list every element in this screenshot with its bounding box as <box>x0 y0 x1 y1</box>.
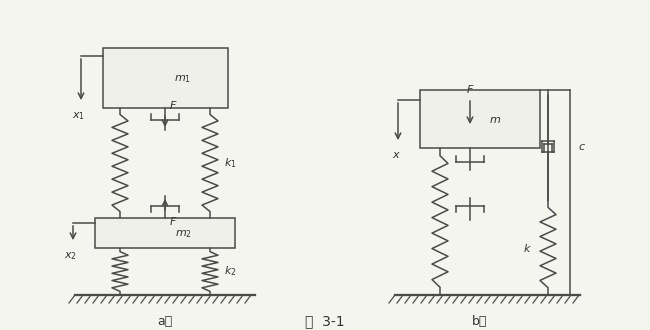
Text: 图  3-1: 图 3-1 <box>306 314 345 328</box>
Text: $k_1$: $k_1$ <box>224 156 237 170</box>
Text: $m_1$: $m_1$ <box>174 73 192 85</box>
Text: $x_2$: $x_2$ <box>64 250 77 262</box>
Text: $k$: $k$ <box>523 242 532 253</box>
Text: $m$: $m$ <box>489 115 501 125</box>
Text: $x$: $x$ <box>391 150 400 160</box>
Text: $m_2$: $m_2$ <box>174 228 192 240</box>
Text: $F$: $F$ <box>466 83 474 95</box>
Text: b）: b） <box>473 315 488 328</box>
Bar <box>420 90 540 148</box>
Text: $F$: $F$ <box>169 99 177 111</box>
Text: $x_1$: $x_1$ <box>72 110 86 122</box>
Text: $F$: $F$ <box>169 215 177 227</box>
Bar <box>103 48 228 108</box>
Text: a）: a） <box>157 315 173 328</box>
Text: $k_2$: $k_2$ <box>224 265 237 279</box>
Bar <box>95 218 235 248</box>
Text: $c$: $c$ <box>578 143 586 152</box>
